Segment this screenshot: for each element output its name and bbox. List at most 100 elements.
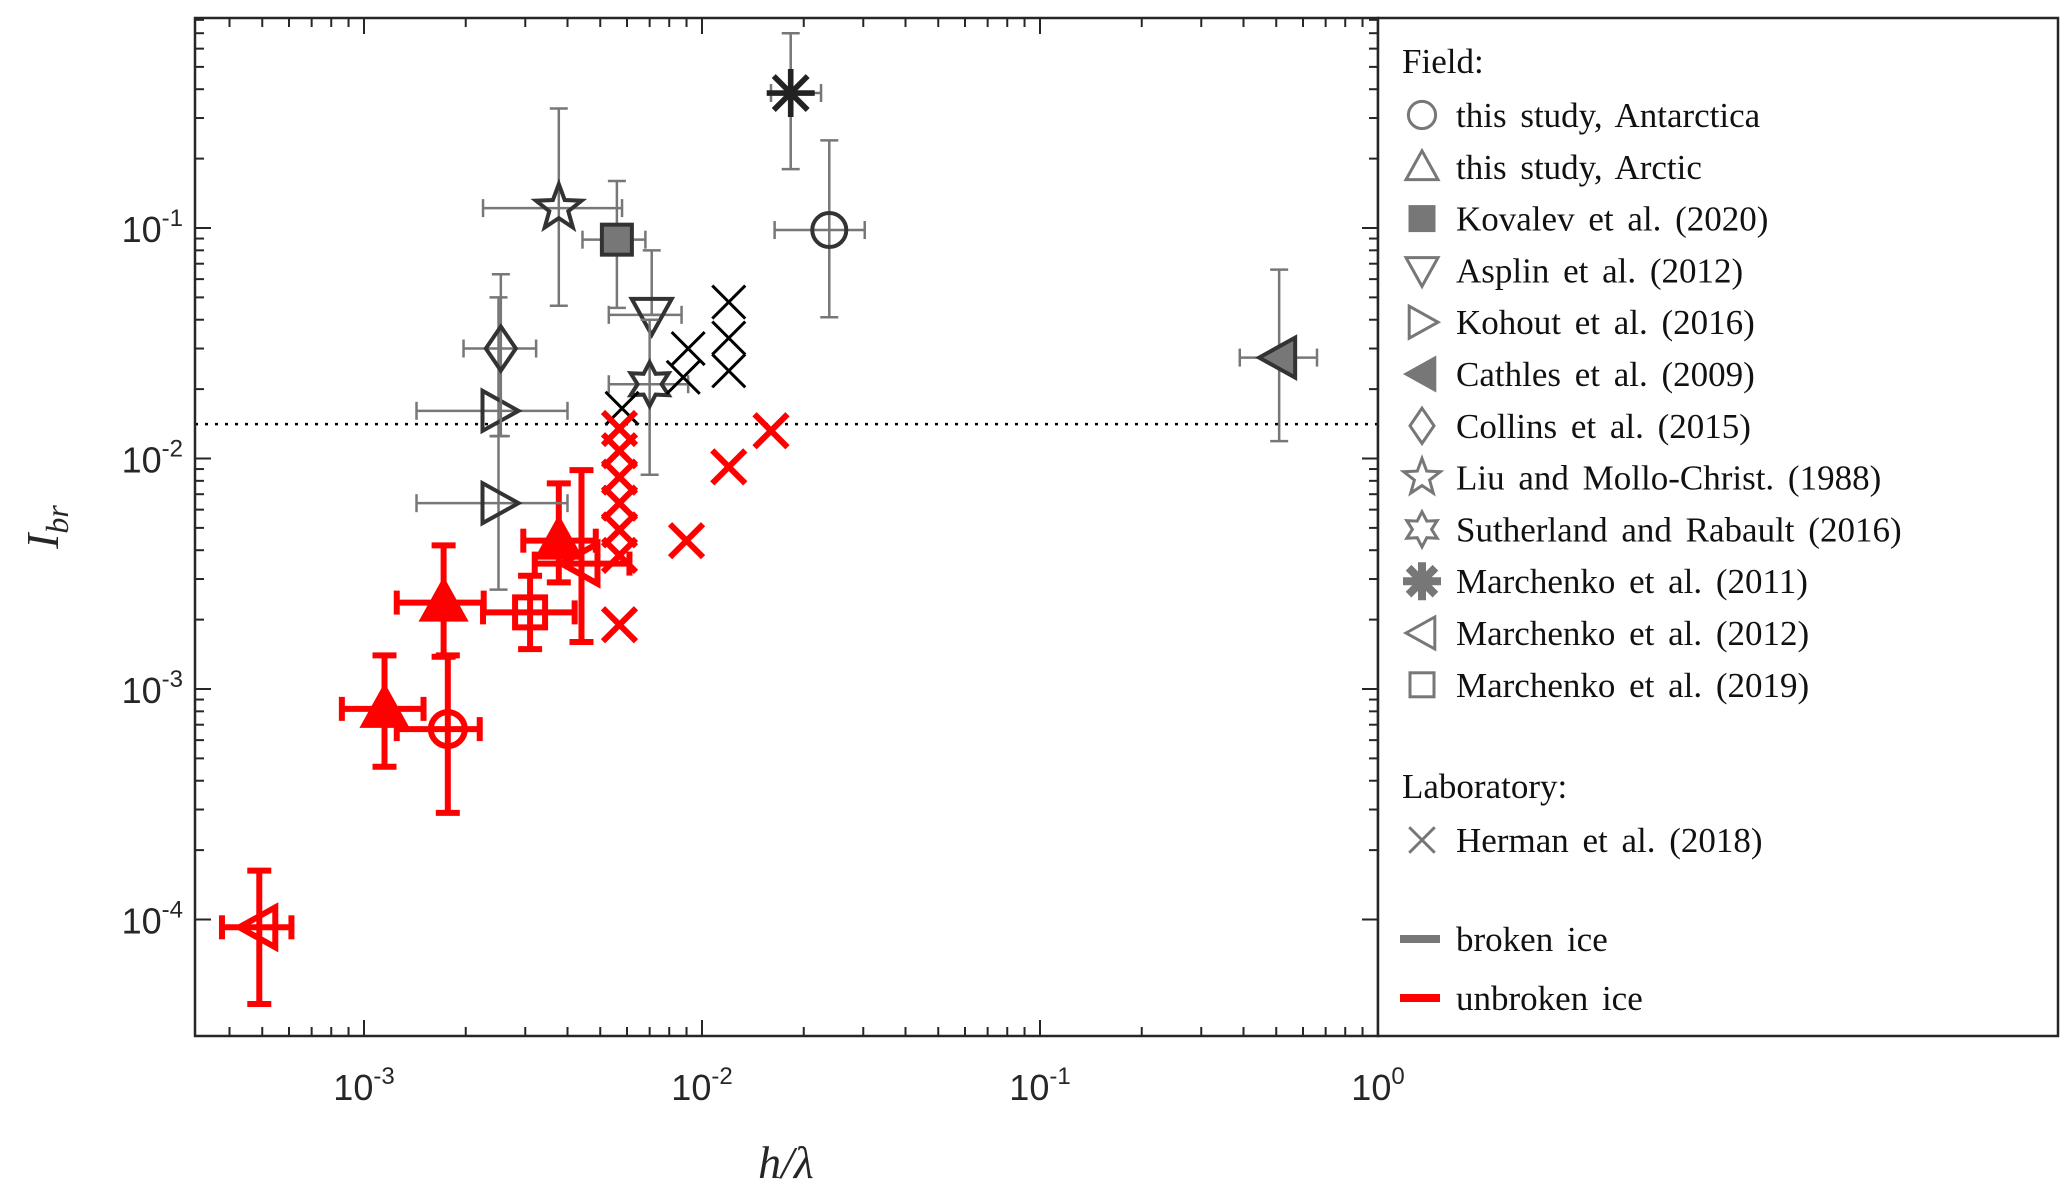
data-point (600, 432, 639, 470)
y-tick-label: 10-3 (122, 666, 183, 711)
asterisk-stroke (1405, 564, 1439, 598)
x-tick-label: 100 (1351, 1063, 1404, 1108)
legend-item-label: this study, Arctic (1456, 148, 1702, 187)
x-tick-label: 10-1 (1009, 1063, 1070, 1108)
triangle-down-marker (1403, 256, 1441, 290)
data-point (752, 412, 790, 450)
data-point (481, 107, 624, 307)
square-marker (512, 594, 549, 631)
x-stroke (711, 353, 747, 389)
x-stroke (600, 484, 639, 522)
triangle-up-marker (1403, 147, 1441, 182)
legend-item-label: Marchenko et al. (2012) (1456, 614, 1809, 653)
hexagram-marker (626, 357, 673, 411)
data-point (581, 179, 647, 310)
legend-lab-title: Laboratory: (1402, 767, 1567, 806)
data-point (667, 522, 706, 560)
legend-item (1403, 508, 1441, 551)
data-point (600, 484, 639, 522)
triangle-left-marker (1402, 355, 1437, 393)
data-point (415, 434, 569, 591)
hexagram-marker (1403, 508, 1441, 551)
legend-item (1403, 256, 1441, 290)
triangle-up-marker (418, 576, 469, 622)
legend-item (1402, 614, 1437, 652)
data-point (600, 536, 639, 574)
y-tick-label: 10-2 (122, 436, 183, 481)
x-stroke (710, 448, 748, 486)
triangle-up-marker (533, 514, 584, 560)
square-marker (1408, 671, 1436, 699)
legend-item (1408, 405, 1436, 447)
triangle-right-marker (480, 479, 523, 527)
triangle-left-marker (233, 902, 279, 953)
triangle-right-marker (1407, 303, 1442, 341)
data-point (218, 867, 295, 1007)
x-stroke (665, 359, 701, 395)
data-point (670, 330, 706, 367)
legend-item-label: Kovalev et al. (2020) (1456, 200, 1768, 239)
triangle-down-marker (628, 296, 676, 339)
y-axis-label-main: I (17, 531, 68, 550)
legend-item (1403, 147, 1441, 182)
data-point (711, 320, 747, 356)
legend-item (1403, 562, 1441, 601)
diamond-marker (483, 322, 519, 375)
x-tick-label: 10-2 (671, 1063, 732, 1108)
data-point (462, 273, 538, 438)
x-stroke (711, 320, 747, 356)
legend: Field: this study, Antarctica this study, … (1376, 16, 2060, 1038)
data-point (711, 284, 747, 320)
x-stroke (667, 522, 706, 560)
legend-line-label: broken ice (1456, 920, 1608, 959)
data-point (480, 572, 578, 653)
legend-item-label: Marchenko et al. (2019) (1456, 666, 1809, 705)
circle-marker (810, 211, 849, 250)
data-point (393, 652, 483, 816)
x-tick-label: 10-3 (333, 1063, 394, 1108)
x-stroke (752, 412, 790, 450)
triangle-left-marker (1255, 334, 1298, 381)
legend-item (1406, 99, 1438, 131)
data-point (1238, 268, 1319, 443)
data-point (710, 448, 748, 486)
legend-item-label: Collins et al. (2015) (1456, 407, 1751, 446)
legend-item-label: Liu and Mollo-Christ. (1988) (1456, 459, 1881, 498)
x-stroke (711, 284, 747, 320)
y-axis-label: Ibr (17, 505, 75, 550)
legend-field-title: Field: (1402, 42, 1484, 81)
data-point (766, 31, 823, 171)
diamond-marker (1408, 405, 1436, 447)
y-axis-label-sub: br (39, 505, 75, 534)
data-point (711, 353, 747, 389)
data-point (600, 606, 639, 644)
legend-item (1402, 355, 1437, 393)
legend-line-label: unbroken ice (1456, 979, 1643, 1018)
data-marks (195, 31, 1378, 1007)
legend-item (1399, 454, 1445, 497)
pentagram-marker (1399, 454, 1445, 497)
legend-item-label: Marchenko et al. (2011) (1456, 562, 1808, 601)
data-point (773, 139, 866, 319)
legend-item-label: Herman et al. (2018) (1456, 821, 1763, 860)
plot-area (195, 18, 1378, 1036)
square-marker (599, 222, 634, 257)
triangle-left-marker (555, 538, 601, 589)
data-point (607, 249, 683, 339)
y-tick-label: 10-4 (122, 897, 183, 942)
asterisk-stroke (771, 74, 810, 113)
circle-marker (427, 709, 468, 750)
legend-item (1407, 303, 1442, 341)
x-stroke (670, 330, 706, 367)
x-stroke (600, 536, 639, 574)
data-point (393, 542, 487, 660)
legend-box (1376, 16, 2060, 1038)
data-point (665, 359, 701, 395)
legend-item-label: Sutherland and Rabault (2016) (1456, 510, 1902, 549)
x-axis-label: h/λ (758, 1137, 814, 1188)
triangle-up-marker (359, 682, 410, 728)
data-point (338, 652, 427, 770)
pentagram-marker (530, 178, 588, 233)
x-stroke (600, 432, 639, 470)
